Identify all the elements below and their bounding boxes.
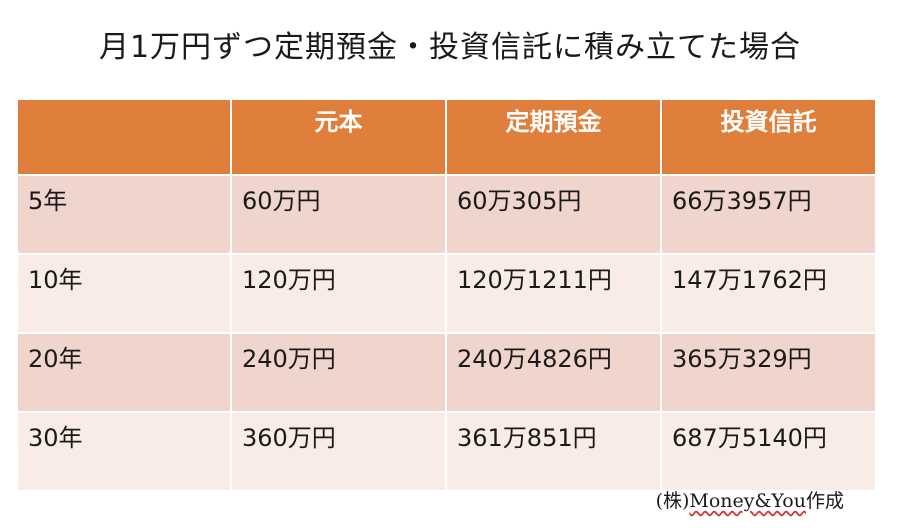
cell-investment-trust: 147万1762円 <box>660 253 877 334</box>
cell-time-deposit: 240万4826円 <box>445 332 662 413</box>
table-row: 5年 60万円 60万305円 66万3957円 <box>16 174 877 255</box>
table-row: 30年 360万円 361万851円 687万5140円 <box>16 411 877 492</box>
header-cell-investment-trust: 投資信託 <box>660 98 877 176</box>
cell-period: 10年 <box>16 253 232 334</box>
cell-time-deposit: 60万305円 <box>445 174 662 255</box>
cell-time-deposit: 120万1211円 <box>445 253 662 334</box>
table-row: 20年 240万円 240万4826円 365万329円 <box>16 332 877 413</box>
page-title: 月1万円ずつ定期預金・投資信託に積み立てた場合 <box>98 30 802 65</box>
author-credit: (株)Money&You作成 <box>656 486 844 513</box>
header-cell-period <box>16 98 232 176</box>
credit-suffix: 作成 <box>805 490 844 512</box>
table-header-row: 元本 定期預金 投資信託 <box>16 98 877 176</box>
cell-investment-trust: 66万3957円 <box>660 174 877 255</box>
cell-principal: 360万円 <box>230 411 447 492</box>
credit-prefix: (株) <box>655 490 690 512</box>
cell-principal: 240万円 <box>230 332 447 413</box>
cell-period: 5年 <box>16 174 232 255</box>
cell-principal: 120万円 <box>230 253 447 334</box>
cell-investment-trust: 687万5140円 <box>660 411 877 492</box>
cell-time-deposit: 361万851円 <box>445 411 662 492</box>
cell-investment-trust: 365万329円 <box>660 332 877 413</box>
cell-period: 20年 <box>16 332 232 413</box>
table-row: 10年 120万円 120万1211円 147万1762円 <box>16 253 877 334</box>
cell-period: 30年 <box>16 411 232 492</box>
credit-brand: Money&You <box>689 490 806 512</box>
header-cell-principal: 元本 <box>230 98 447 176</box>
comparison-table: 元本 定期預金 投資信託 5年 60万円 60万305円 66万3957円 10… <box>16 98 877 492</box>
header-cell-time-deposit: 定期預金 <box>445 98 662 176</box>
cell-principal: 60万円 <box>230 174 447 255</box>
